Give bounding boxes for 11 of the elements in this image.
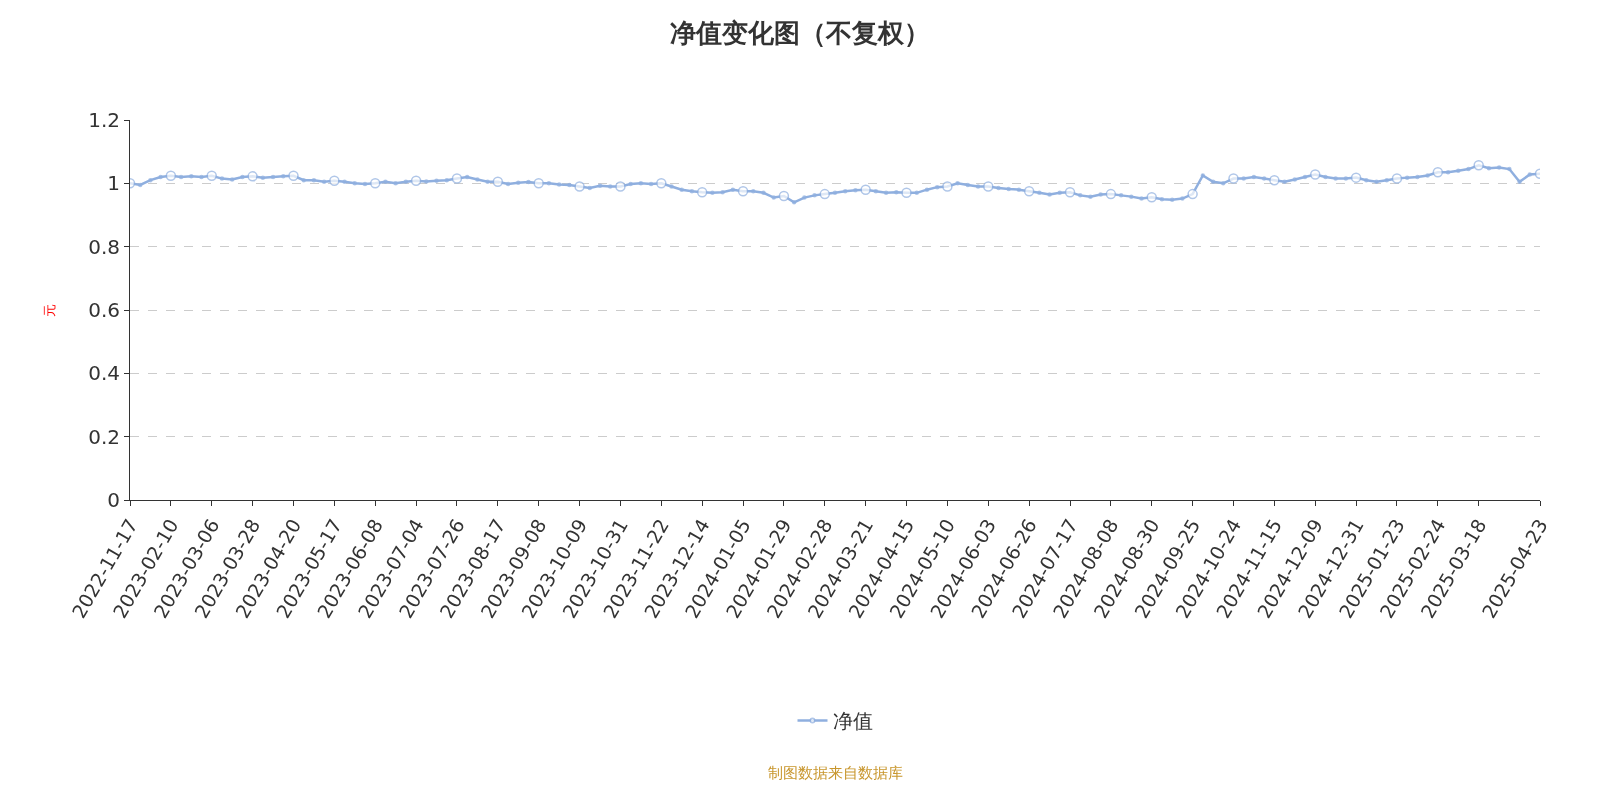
y-tick-label: 0 (107, 488, 120, 512)
text: 制图数据来自数据库 (768, 764, 903, 782)
y-tick-label: 0.2 (88, 424, 120, 449)
y-tick-label: 1 (107, 171, 120, 196)
y-tick-label: 0.4 (88, 361, 120, 386)
y-tick-label: 1.2 (88, 108, 120, 132)
y-tick-label: 0.6 (88, 298, 120, 322)
legend-label: 净值 (832, 709, 873, 734)
y-tick-label: 0.8 (88, 234, 120, 259)
chart-title: 净值变化图（不复权） (670, 18, 930, 49)
y-axis-title: 元 (42, 303, 58, 317)
